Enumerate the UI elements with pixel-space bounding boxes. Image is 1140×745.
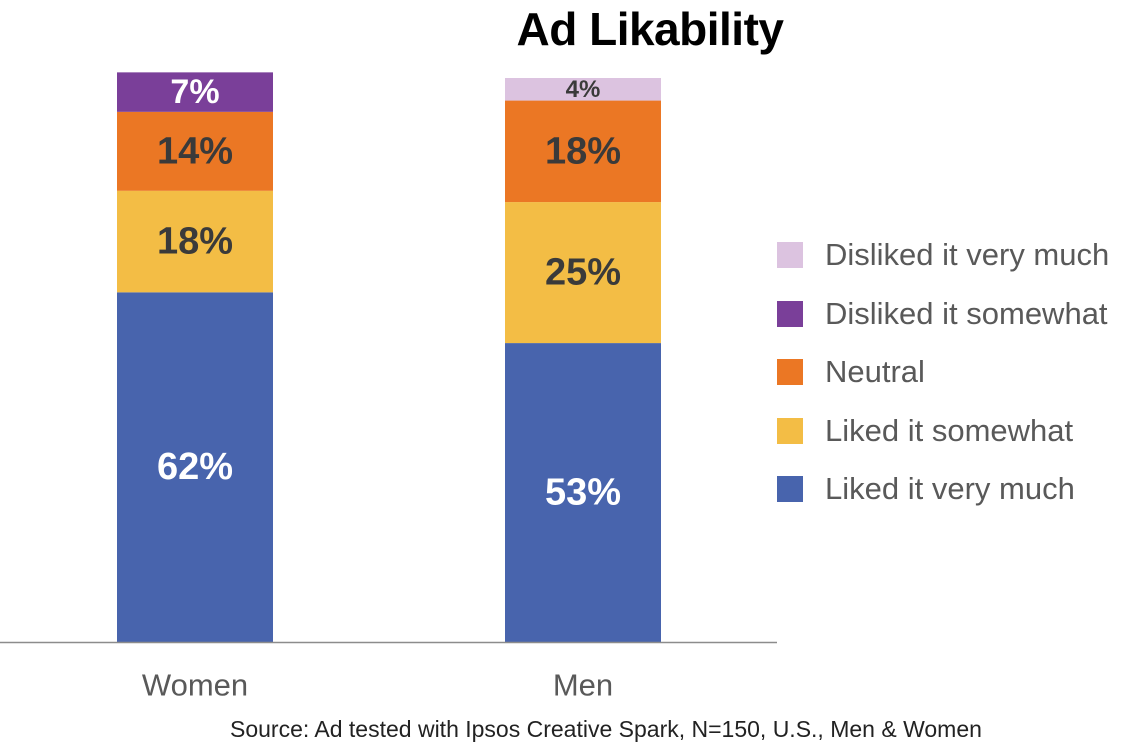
source-note: Source: Ad tested with Ipsos Creative Sp… <box>230 716 982 742</box>
chart-legend: Disliked it very much Disliked it somewha… <box>777 226 1140 519</box>
data-label: 62% <box>157 446 233 488</box>
legend-swatch <box>777 359 803 386</box>
x-tick-label: Women <box>142 668 248 703</box>
legend-swatch <box>777 300 803 327</box>
legend-label: Liked it very much <box>825 471 1075 507</box>
bar-segment-men-disliked-it-very-much <box>505 78 661 101</box>
data-label: 7% <box>170 73 219 111</box>
legend-swatch <box>777 242 803 269</box>
x-tick-label: Men <box>553 668 613 703</box>
data-label: 18% <box>545 130 621 172</box>
bar-segment-women-neutral <box>117 111 273 191</box>
data-label: 25% <box>545 252 621 294</box>
data-label: 4% <box>566 76 601 103</box>
legend-item-disliked-it-somewhat: Disliked it somewhat <box>777 285 1140 344</box>
bar-segment-men-neutral <box>505 100 661 203</box>
legend-label: Liked it somewhat <box>825 412 1074 448</box>
bar-stack-men: 53% 25% 18% 4% <box>505 76 661 642</box>
bar-segment-men-liked-it-very-much <box>505 343 661 642</box>
legend-label: Disliked it very much <box>825 237 1110 273</box>
legend-label: Disliked it somewhat <box>825 295 1108 331</box>
bar-stack-women: 62% 18% 14% 7% <box>117 72 273 642</box>
data-label: 14% <box>157 130 233 172</box>
legend-swatch <box>777 476 803 503</box>
data-label: 18% <box>157 221 233 263</box>
bar-segment-women-disliked-it-somewhat <box>117 72 273 112</box>
legend-item-liked-it-very-much: Liked it very much <box>777 460 1140 519</box>
chart-title: Ad Likability <box>516 3 784 55</box>
legend-item-neutral: Neutral <box>777 343 1140 402</box>
legend-swatch <box>777 417 803 444</box>
bar-segment-women-liked-it-somewhat <box>117 190 273 293</box>
data-label: 53% <box>545 472 621 514</box>
bar-segment-women-liked-it-very-much <box>117 292 273 642</box>
legend-label: Neutral <box>825 354 925 390</box>
legend-item-disliked-it-very-much: Disliked it very much <box>777 226 1140 285</box>
bar-segment-men-liked-it-somewhat <box>505 202 661 344</box>
legend-item-liked-it-somewhat: Liked it somewhat <box>777 402 1140 461</box>
